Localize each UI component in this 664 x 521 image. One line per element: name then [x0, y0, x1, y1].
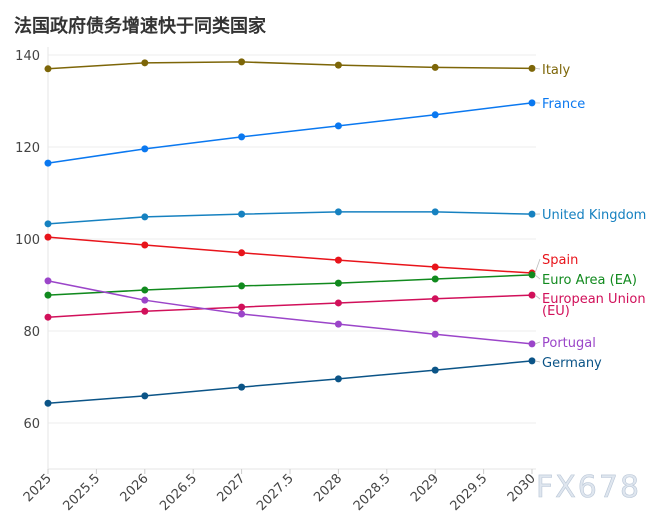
data-point — [528, 64, 536, 72]
label-connector — [534, 294, 541, 300]
data-point — [334, 320, 342, 328]
data-point — [44, 313, 52, 321]
data-point — [238, 210, 246, 218]
series-line-4 — [47, 274, 533, 296]
y-tick-label: 140 — [15, 49, 40, 64]
data-point — [528, 357, 536, 365]
chart-title: 法国政府债务增速快于同类国家 — [14, 16, 266, 37]
y-tick-label: 80 — [23, 325, 40, 340]
x-tick-label: 2025.5 — [60, 471, 103, 514]
data-point — [238, 310, 246, 318]
series-line-6 — [47, 280, 533, 345]
data-point — [334, 208, 342, 216]
data-point — [141, 307, 149, 315]
x-tick-label: 2026 — [118, 471, 152, 505]
series-label: Germany — [542, 356, 602, 371]
data-point — [44, 220, 52, 228]
series-label: European Union (EU) — [542, 292, 646, 319]
data-point — [431, 263, 439, 271]
series-line-2 — [47, 211, 533, 225]
x-tick-label: 2026.5 — [157, 471, 200, 514]
x-tick-label: 2028 — [311, 471, 345, 505]
series-label: Euro Area (EA) — [542, 273, 637, 288]
label-connector — [534, 360, 541, 363]
series-lines — [44, 58, 536, 407]
series-label: France — [542, 97, 585, 112]
series-line-1 — [47, 102, 533, 164]
x-tick-label: 2030 — [505, 471, 539, 505]
data-point — [431, 63, 439, 71]
data-point — [528, 99, 536, 107]
series-labels: Italy France United Kingdom Spain Euro Area … — [534, 63, 646, 371]
gridlines — [48, 54, 536, 424]
data-point — [238, 303, 246, 311]
x-tick-label: 2029.5 — [448, 471, 491, 514]
data-point — [141, 286, 149, 294]
data-point — [238, 249, 246, 257]
data-point — [431, 330, 439, 338]
data-point — [141, 213, 149, 221]
data-point — [334, 122, 342, 130]
series-line-0 — [47, 61, 533, 70]
data-point — [141, 296, 149, 304]
data-point — [528, 340, 536, 348]
data-point — [431, 275, 439, 283]
data-point — [528, 271, 536, 279]
data-point — [238, 133, 246, 141]
series-label: Spain — [542, 253, 578, 268]
data-point — [141, 241, 149, 249]
watermark: FX678 — [536, 470, 641, 505]
label-connector — [534, 274, 541, 280]
x-tick-label: 2028.5 — [351, 471, 394, 514]
data-point — [334, 279, 342, 287]
x-tick-label: 2027.5 — [254, 471, 297, 514]
data-point — [431, 208, 439, 216]
label-connector — [534, 258, 541, 274]
data-point — [431, 295, 439, 303]
data-point — [141, 59, 149, 67]
data-point — [431, 111, 439, 119]
data-point — [334, 375, 342, 383]
x-tick-label: 2029 — [408, 471, 442, 505]
data-point — [431, 366, 439, 374]
series-label: Italy — [542, 63, 571, 78]
data-point — [141, 145, 149, 153]
data-point — [238, 383, 246, 391]
data-point — [44, 233, 52, 241]
data-point — [44, 399, 52, 407]
series-line-7 — [47, 360, 533, 404]
data-point — [334, 299, 342, 307]
data-point — [528, 291, 536, 299]
series-line-3 — [47, 236, 533, 274]
series-label: United Kingdom — [542, 208, 646, 223]
data-point — [334, 256, 342, 264]
data-point — [334, 61, 342, 69]
data-point — [141, 392, 149, 400]
series-line-5 — [47, 294, 533, 318]
data-point — [238, 282, 246, 290]
y-tick-label: 60 — [23, 417, 40, 432]
label-connector — [534, 341, 541, 345]
y-tick-label: 120 — [15, 141, 40, 156]
data-point — [44, 65, 52, 73]
x-tick-label: 2027 — [214, 471, 248, 505]
y-tick-label: 100 — [15, 233, 40, 248]
x-tick-label: 2025 — [21, 471, 55, 505]
data-point — [528, 210, 536, 218]
data-point — [44, 277, 52, 285]
series-label: Portugal — [542, 336, 596, 351]
data-point — [238, 58, 246, 66]
data-point — [44, 291, 52, 299]
data-point — [44, 159, 52, 167]
label-connector — [534, 67, 541, 70]
